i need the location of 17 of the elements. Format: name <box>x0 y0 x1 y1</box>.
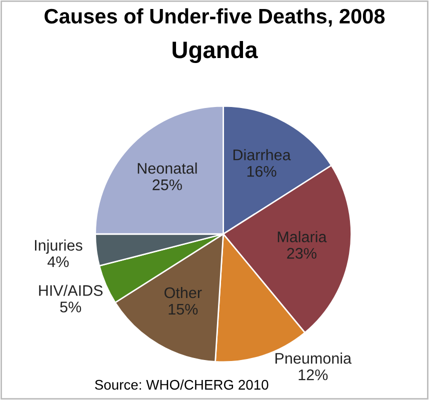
slice-label: Pneumonia <box>275 352 352 364</box>
data-label: 25% <box>152 179 182 190</box>
data-label: 5% <box>60 302 82 312</box>
data-label: 23% <box>287 248 316 259</box>
slice-label: HIV/AIDS <box>39 284 103 296</box>
slice-label: Neonatal <box>138 162 197 174</box>
data-label: 4% <box>48 256 69 268</box>
chart-title: Causes of Under-five Deaths, 2008 <box>44 8 385 27</box>
slice-label: Injuries <box>34 240 82 254</box>
slice-label: Diarrhea <box>233 149 291 160</box>
data-label: 12% <box>298 369 328 380</box>
data-label: 15% <box>168 304 198 315</box>
slice-label: Other <box>164 286 202 298</box>
chart-subtitle: Uganda <box>172 40 258 64</box>
slice-label: Malaria <box>278 231 327 242</box>
data-label: 16% <box>247 166 276 177</box>
source-note: Source: WHO/CHERG 2010 <box>95 380 268 390</box>
